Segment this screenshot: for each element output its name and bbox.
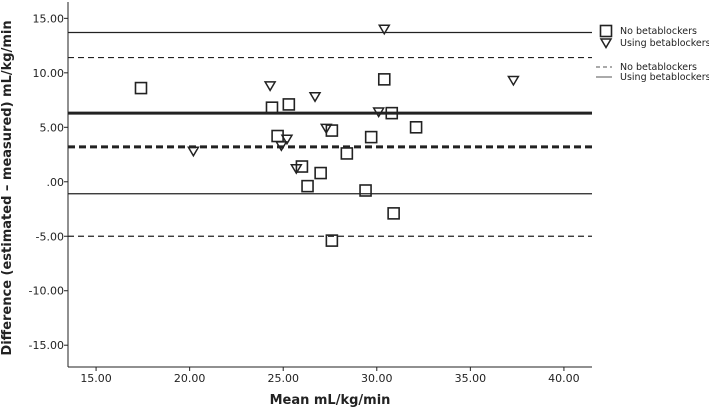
point-no-betablockers bbox=[282, 98, 296, 111]
point-no-betablockers bbox=[364, 130, 378, 144]
point-no-betablockers bbox=[301, 179, 314, 193]
point-using-betablockers bbox=[507, 75, 520, 87]
y-tick-label: -15.00 bbox=[29, 339, 64, 352]
point-no-betablockers bbox=[134, 81, 148, 95]
point-using-betablockers bbox=[308, 92, 322, 103]
data-points bbox=[134, 24, 520, 247]
y-tick-label: .00 bbox=[47, 176, 65, 189]
point-no-betablockers bbox=[377, 73, 391, 86]
point-using-betablockers bbox=[275, 141, 288, 152]
legend-triangle-icon bbox=[599, 38, 613, 49]
point-using-betablockers bbox=[377, 24, 391, 36]
point-no-betablockers bbox=[325, 234, 339, 247]
x-tick-label: 20.00 bbox=[174, 372, 206, 385]
legend-line-label: No betablockers bbox=[620, 62, 697, 73]
y-tick-label: 5.00 bbox=[40, 121, 65, 134]
point-using-betablockers bbox=[290, 163, 303, 175]
x-tick-label: 25.00 bbox=[267, 372, 299, 385]
axes bbox=[67, 2, 592, 368]
y-axis-title: Difference (estimated – measured) mL/kg/… bbox=[0, 20, 15, 355]
legend-marker-label: Using betablockers bbox=[620, 38, 709, 49]
point-no-betablockers bbox=[265, 101, 279, 114]
legend-line-label: Using betablockers bbox=[620, 72, 709, 83]
point-using-betablockers bbox=[372, 107, 385, 119]
point-no-betablockers bbox=[409, 120, 423, 134]
x-tick-label: 15.00 bbox=[80, 372, 112, 385]
point-no-betablockers bbox=[295, 160, 309, 173]
point-no-betablockers bbox=[271, 129, 284, 143]
y-tick-label: -5.00 bbox=[36, 230, 64, 243]
y-tick-label: 15.00 bbox=[33, 12, 65, 25]
point-using-betablockers bbox=[319, 123, 333, 135]
point-no-betablockers bbox=[325, 124, 339, 137]
point-no-betablockers bbox=[340, 147, 354, 160]
point-no-betablockers bbox=[385, 106, 399, 120]
point-using-betablockers bbox=[280, 134, 294, 146]
x-axis-title: Mean mL/kg/min bbox=[270, 393, 391, 408]
legend-square-icon bbox=[599, 24, 613, 38]
legend-marker-label: No betablockers bbox=[620, 26, 697, 37]
y-tick-label: -10.00 bbox=[29, 285, 64, 298]
point-no-betablockers bbox=[314, 166, 327, 180]
y-tick-label: 10.00 bbox=[33, 67, 65, 80]
x-tick-label: 40.00 bbox=[548, 372, 580, 385]
point-using-betablockers bbox=[187, 146, 200, 158]
x-tick-label: 30.00 bbox=[361, 372, 393, 385]
x-tick-label: 35.00 bbox=[455, 372, 487, 385]
point-no-betablockers bbox=[359, 184, 372, 197]
reference-lines bbox=[68, 31, 592, 237]
axis-ticks: 15.00 20.00 25.00 30.00 35.00 40.00 15.00 10.00… bbox=[29, 12, 580, 385]
point-using-betablockers bbox=[263, 81, 277, 92]
point-no-betablockers bbox=[387, 207, 400, 220]
